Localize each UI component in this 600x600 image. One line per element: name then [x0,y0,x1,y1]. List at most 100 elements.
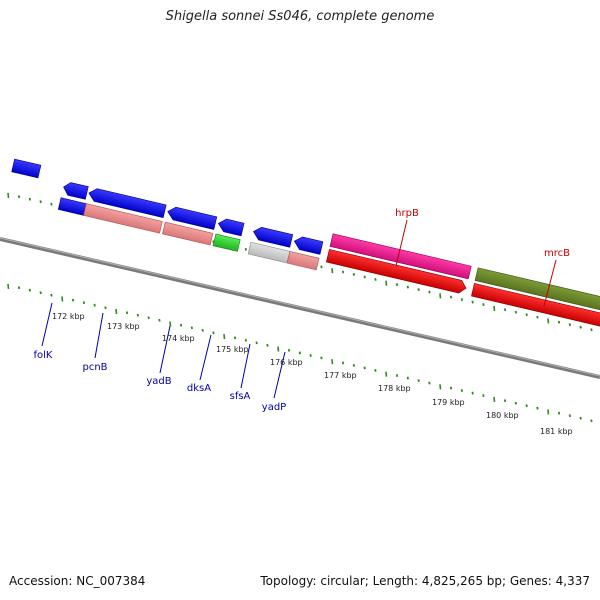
inner-minor-tick [536,406,539,410]
outer-minor-tick [514,310,517,314]
outer-minor-tick [568,323,571,327]
outer-minor-tick [579,325,582,329]
inner-minor-tick [125,311,129,315]
scale-label-173: 173 kbp [107,322,140,331]
gene-bar-yadb[interactable] [162,221,214,246]
inner-minor-tick [39,291,42,295]
cds-arrow-hrpb[interactable] [326,249,467,294]
inner-minor-tick [482,394,485,397]
inner-minor-tick [341,361,345,365]
outer-minor-tick [363,275,366,279]
cds-arrow-folk-upper[interactable] [62,181,89,200]
inner-minor-tick [287,348,291,352]
gene-bar-pcnb[interactable] [83,203,163,234]
cds-arrow-mrcb[interactable] [471,283,600,328]
inner-minor-tick [320,356,323,360]
inner-minor-tick [190,326,193,330]
genome-backbone-highlight [0,237,600,377]
genome-backbone [0,237,600,379]
outer-minor-tick [352,273,355,276]
inner-minor-tick [471,391,474,395]
gene-label-yadb[interactable]: yadB [146,376,171,387]
inner-minor-tick [525,404,528,408]
inner-minor-tick [136,313,139,317]
cds-arrow-pcnb[interactable] [87,187,167,218]
inner-tick-track [7,283,593,423]
inner-minor-tick [298,351,301,355]
inner-minor-tick [590,419,593,423]
inner-minor-tick [449,386,453,390]
inner-minor-tick [28,288,31,292]
inner-major-tick [61,296,64,302]
inner-minor-tick [406,376,409,380]
outer-minor-tick [557,320,561,324]
outer-minor-tick [395,283,399,286]
cds-arrow-yadb[interactable] [166,206,218,230]
gene-bar-folk[interactable] [57,197,87,216]
outer-minor-tick [417,288,420,291]
inner-minor-tick [503,399,507,403]
inner-major-tick [439,384,442,390]
gene-label-hrpb[interactable]: hrpB [395,208,419,219]
scale-label-175: 175 kbp [216,345,249,354]
gene-label-sfsa[interactable]: sfsA [230,391,251,402]
scale-label-181: 181 kbp [540,427,573,436]
inner-major-tick [169,321,172,327]
scale-label-176: 176 kbp [270,358,303,367]
gene-label-pcnb[interactable]: pcnB [82,362,107,373]
outer-major-tick [547,318,550,324]
inner-minor-tick [395,374,399,377]
outer-major-tick [493,305,496,311]
gene-bar-yadp[interactable] [286,251,320,271]
scale-label-177: 177 kbp [324,371,357,380]
inner-minor-tick [428,381,431,385]
gene-label-dksa[interactable]: dksA [187,383,211,394]
cds-arrow-left-edge[interactable] [11,158,42,179]
outer-major-tick [439,293,442,299]
leader-pcnb [94,312,104,359]
inner-minor-tick [71,298,75,302]
inner-minor-tick [82,301,85,305]
inner-major-tick [277,346,280,352]
inner-minor-tick [147,316,150,320]
inner-minor-tick [309,354,312,357]
gene-label-folk[interactable]: folK [34,350,53,361]
inner-major-tick [223,334,226,340]
map-title: Shigella sonnei Ss046, complete genome [165,9,435,24]
cds-arrow-dksa[interactable] [217,217,245,237]
scale-label-180: 180 kbp [486,411,519,420]
outer-minor-tick [449,295,453,299]
inner-minor-tick [568,414,571,418]
scale-label-179: 179 kbp [432,398,465,407]
outer-minor-tick [244,247,247,251]
outer-minor-tick [471,300,474,304]
cds-arrow-yadp[interactable] [293,235,324,255]
scale-label-172: 172 kbp [52,312,85,321]
leader-hrpb [395,219,408,267]
inner-minor-tick [374,369,377,372]
inner-minor-tick [363,366,366,370]
inner-minor-tick [212,331,215,335]
inner-minor-tick [352,364,355,367]
leader-yadp [273,351,286,399]
cds-arrow-sfsa[interactable] [252,226,294,248]
gene-label-mrcb[interactable]: mrcB [544,248,570,259]
inner-major-tick [7,283,10,289]
gene-bar-dksa[interactable] [212,233,241,252]
outer-minor-tick [320,265,323,269]
outer-major-tick [7,192,10,198]
gene-bar-hrpb[interactable] [329,233,472,280]
leader-sfsa [240,343,251,389]
outer-minor-tick [374,278,377,281]
outer-minor-tick [28,197,31,201]
inner-minor-tick [244,338,247,342]
gene-label-yadp[interactable]: yadP [262,402,286,413]
accession-label: Accession: NC_007384 [9,574,146,588]
inner-major-tick [547,409,550,415]
inner-minor-tick [50,293,53,297]
inner-minor-tick [179,323,183,327]
outer-minor-tick [503,308,507,312]
gene-bar-mrcb[interactable] [474,267,600,313]
outer-minor-tick [460,298,463,301]
